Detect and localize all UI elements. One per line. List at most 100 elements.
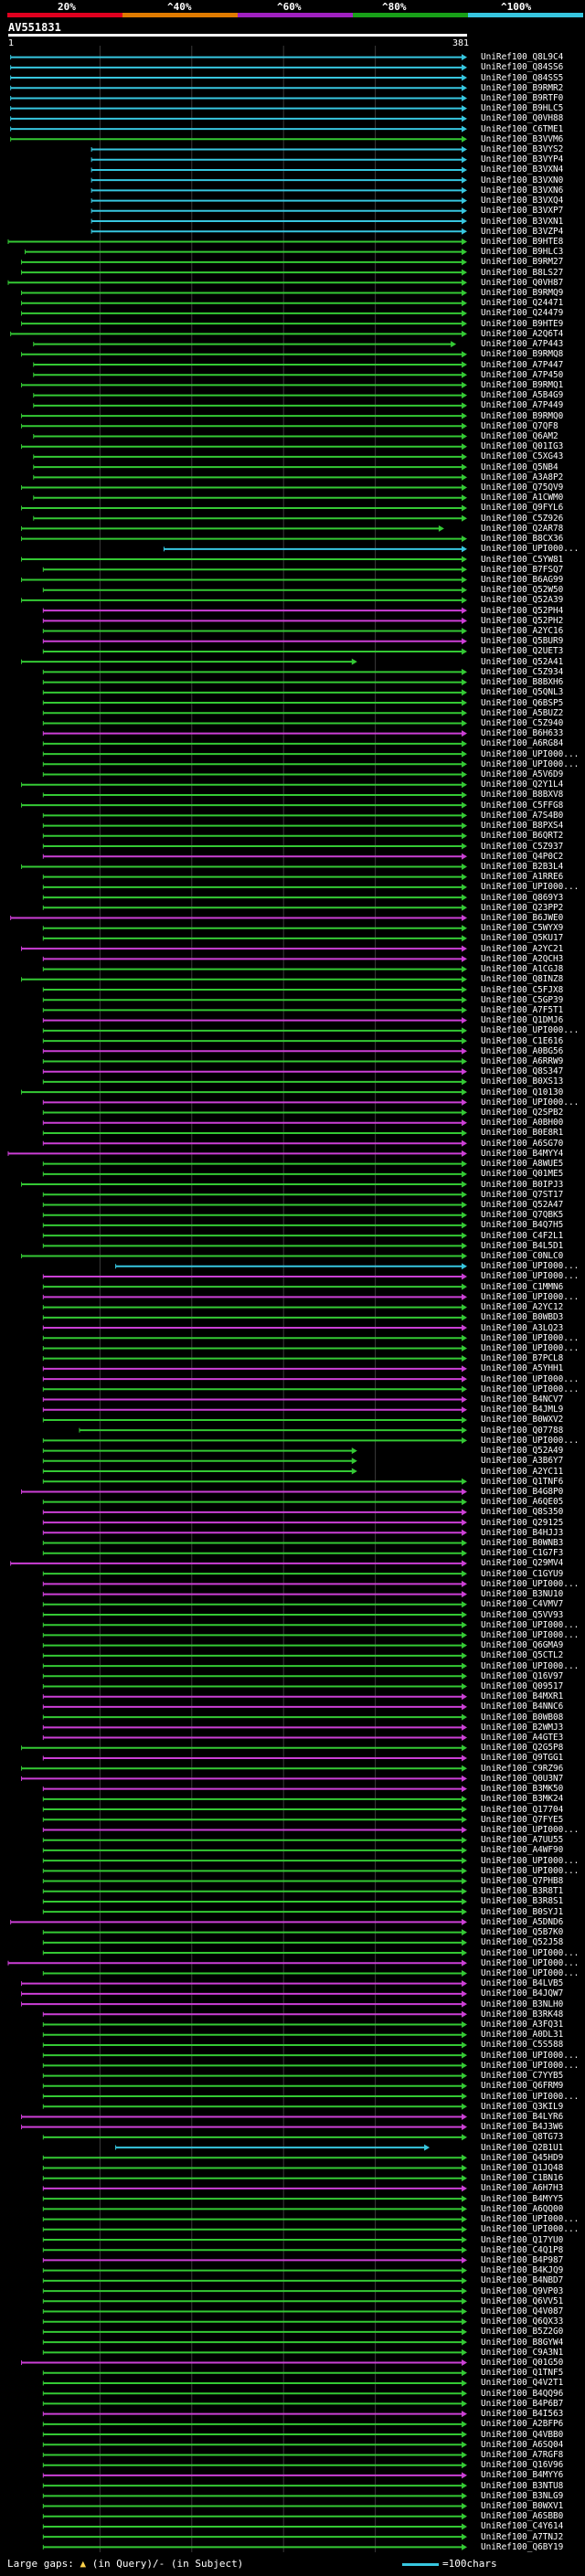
hit-label[interactable]: UniRef100_B4QQ96 xyxy=(481,2388,564,2399)
hit-bar[interactable] xyxy=(42,2380,467,2387)
hit-label[interactable]: UniRef100_B4KJQ9 xyxy=(481,2265,564,2276)
hit-label[interactable]: UniRef100_B8BXH6 xyxy=(481,677,564,688)
hit-bar[interactable] xyxy=(42,1273,467,1280)
hit-bar[interactable] xyxy=(21,1744,467,1752)
hit-label[interactable]: UniRef100_C5FFG8 xyxy=(481,800,564,811)
hit-bar[interactable] xyxy=(42,1201,467,1208)
hit-label[interactable]: UniRef100_Q2B1U1 xyxy=(481,2142,564,2153)
hit-bar[interactable] xyxy=(42,843,467,850)
hit-bar[interactable] xyxy=(42,607,467,614)
hit-label[interactable]: UniRef100_UPI000... xyxy=(481,1332,580,1343)
hit-label[interactable]: UniRef100_Q52A39 xyxy=(481,595,564,606)
hit-label[interactable]: UniRef100_B0WNB3 xyxy=(481,1538,564,1548)
hit-label[interactable]: UniRef100_B8CX36 xyxy=(481,534,564,545)
hit-bar[interactable] xyxy=(42,1529,467,1536)
hit-bar[interactable] xyxy=(33,514,467,522)
hit-label[interactable]: UniRef100_C5S588 xyxy=(481,2040,564,2051)
hit-label[interactable]: UniRef100_A1RRE6 xyxy=(481,872,564,883)
hit-bar[interactable] xyxy=(42,668,467,675)
hit-label[interactable]: UniRef100_B3MK50 xyxy=(481,1784,564,1795)
hit-label[interactable]: UniRef100_Q16V96 xyxy=(481,2460,564,2471)
hit-bar[interactable] xyxy=(42,1232,467,1239)
hit-label[interactable]: UniRef100_B4L5D1 xyxy=(481,1240,564,1251)
hit-label[interactable]: UniRef100_UPI000... xyxy=(481,1824,580,1835)
hit-label[interactable]: UniRef100_Q4V087 xyxy=(481,2306,564,2316)
hit-bar[interactable] xyxy=(42,1734,467,1742)
hit-bar[interactable] xyxy=(42,1068,467,1076)
hit-bar[interactable] xyxy=(42,1837,467,1844)
hit-label[interactable]: UniRef100_A0BH00 xyxy=(481,1118,564,1129)
hit-label[interactable]: UniRef100_Q1JQ48 xyxy=(481,2163,564,2173)
hit-bar[interactable] xyxy=(42,1468,357,1475)
hit-bar[interactable] xyxy=(42,1939,467,1946)
hit-bar[interactable] xyxy=(42,1140,467,1147)
hit-bar[interactable] xyxy=(10,125,467,133)
hit-bar[interactable] xyxy=(42,2543,467,2550)
hit-label[interactable]: UniRef100_Q7QF8 xyxy=(481,420,558,431)
hit-bar[interactable] xyxy=(42,709,467,716)
hit-label[interactable]: UniRef100_Q52W50 xyxy=(481,585,564,596)
hit-bar[interactable] xyxy=(42,1611,467,1618)
hit-bar[interactable] xyxy=(42,1519,467,1526)
hit-label[interactable]: UniRef100_A5DND6 xyxy=(481,1916,564,1927)
hit-bar[interactable] xyxy=(42,1458,357,1465)
hit-bar[interactable] xyxy=(42,1754,467,1762)
hit-bar[interactable] xyxy=(21,597,467,604)
hit-bar[interactable] xyxy=(42,1098,467,1106)
hit-bar[interactable] xyxy=(42,1078,467,1086)
hit-bar[interactable] xyxy=(42,1509,467,1516)
hit-label[interactable]: UniRef100_B0SYJ1 xyxy=(481,1906,564,1917)
hit-label[interactable]: UniRef100_C9RZ96 xyxy=(481,1763,564,1774)
hit-label[interactable]: UniRef100_Q8S350 xyxy=(481,1507,564,1518)
hit-bar[interactable] xyxy=(42,884,467,891)
hit-bar[interactable] xyxy=(42,2277,467,2284)
hit-bar[interactable] xyxy=(42,1447,357,1455)
hit-bar[interactable] xyxy=(42,2348,467,2356)
hit-bar[interactable] xyxy=(7,279,467,286)
hit-label[interactable]: UniRef100_UPI000... xyxy=(481,882,580,893)
hit-label[interactable]: UniRef100_B2WMJ3 xyxy=(481,1722,564,1733)
hit-label[interactable]: UniRef100_Q29MV4 xyxy=(481,1558,564,1569)
hit-label[interactable]: UniRef100_B9RMQ9 xyxy=(481,288,564,298)
hit-bar[interactable] xyxy=(42,2503,467,2510)
hit-bar[interactable] xyxy=(21,381,467,388)
hit-label[interactable]: UniRef100_B3R8S1 xyxy=(481,1896,564,1907)
hit-bar[interactable] xyxy=(42,689,467,696)
hit-label[interactable]: UniRef100_B0WXV1 xyxy=(481,2501,564,2512)
hit-bar[interactable] xyxy=(21,310,467,317)
hit-bar[interactable] xyxy=(21,525,444,532)
hit-bar[interactable] xyxy=(42,2134,467,2141)
hit-bar[interactable] xyxy=(42,2441,467,2448)
hit-label[interactable]: UniRef100_A7S4B0 xyxy=(481,810,564,821)
hit-bar[interactable] xyxy=(42,1212,467,1219)
hit-label[interactable]: UniRef100_Q9VP03 xyxy=(481,2285,564,2296)
hit-label[interactable]: UniRef100_B4P6B7 xyxy=(481,2398,564,2409)
hit-bar[interactable] xyxy=(42,955,467,962)
hit-label[interactable]: UniRef100_Q6VV51 xyxy=(481,2295,564,2306)
hit-label[interactable]: UniRef100_B3NLH0 xyxy=(481,1998,564,2009)
hit-bar[interactable] xyxy=(42,2472,467,2479)
hit-label[interactable]: UniRef100_UPI000... xyxy=(481,1957,580,1968)
hit-label[interactable]: UniRef100_UPI000... xyxy=(481,758,580,769)
hit-label[interactable]: UniRef100_Q2Y1L4 xyxy=(481,779,564,790)
hit-label[interactable]: UniRef100_Q5NB4 xyxy=(481,461,558,472)
hit-bar[interactable] xyxy=(33,392,467,399)
hit-bar[interactable] xyxy=(21,576,467,583)
hit-bar[interactable] xyxy=(42,986,467,993)
hit-bar[interactable] xyxy=(42,1365,467,1373)
hit-bar[interactable] xyxy=(42,1499,467,1506)
hit-label[interactable]: UniRef100_B3R8T1 xyxy=(481,1886,564,1897)
hit-bar[interactable] xyxy=(42,2093,467,2100)
hit-label[interactable]: UniRef100_A1CGJ8 xyxy=(481,964,564,975)
hit-bar[interactable] xyxy=(42,1703,467,1711)
hit-bar[interactable] xyxy=(42,2369,467,2377)
hit-label[interactable]: UniRef100_Q52A49 xyxy=(481,1446,564,1457)
hit-label[interactable]: UniRef100_Q52A41 xyxy=(481,656,564,667)
hit-bar[interactable] xyxy=(10,74,467,81)
hit-bar[interactable] xyxy=(7,1959,467,1966)
hit-label[interactable]: UniRef100_A3A8P2 xyxy=(481,472,564,482)
hit-label[interactable]: UniRef100_C5Z934 xyxy=(481,666,564,677)
hit-label[interactable]: UniRef100_Q07788 xyxy=(481,1425,564,1436)
hit-bar[interactable] xyxy=(42,2226,467,2233)
hit-bar[interactable] xyxy=(42,1898,467,1905)
